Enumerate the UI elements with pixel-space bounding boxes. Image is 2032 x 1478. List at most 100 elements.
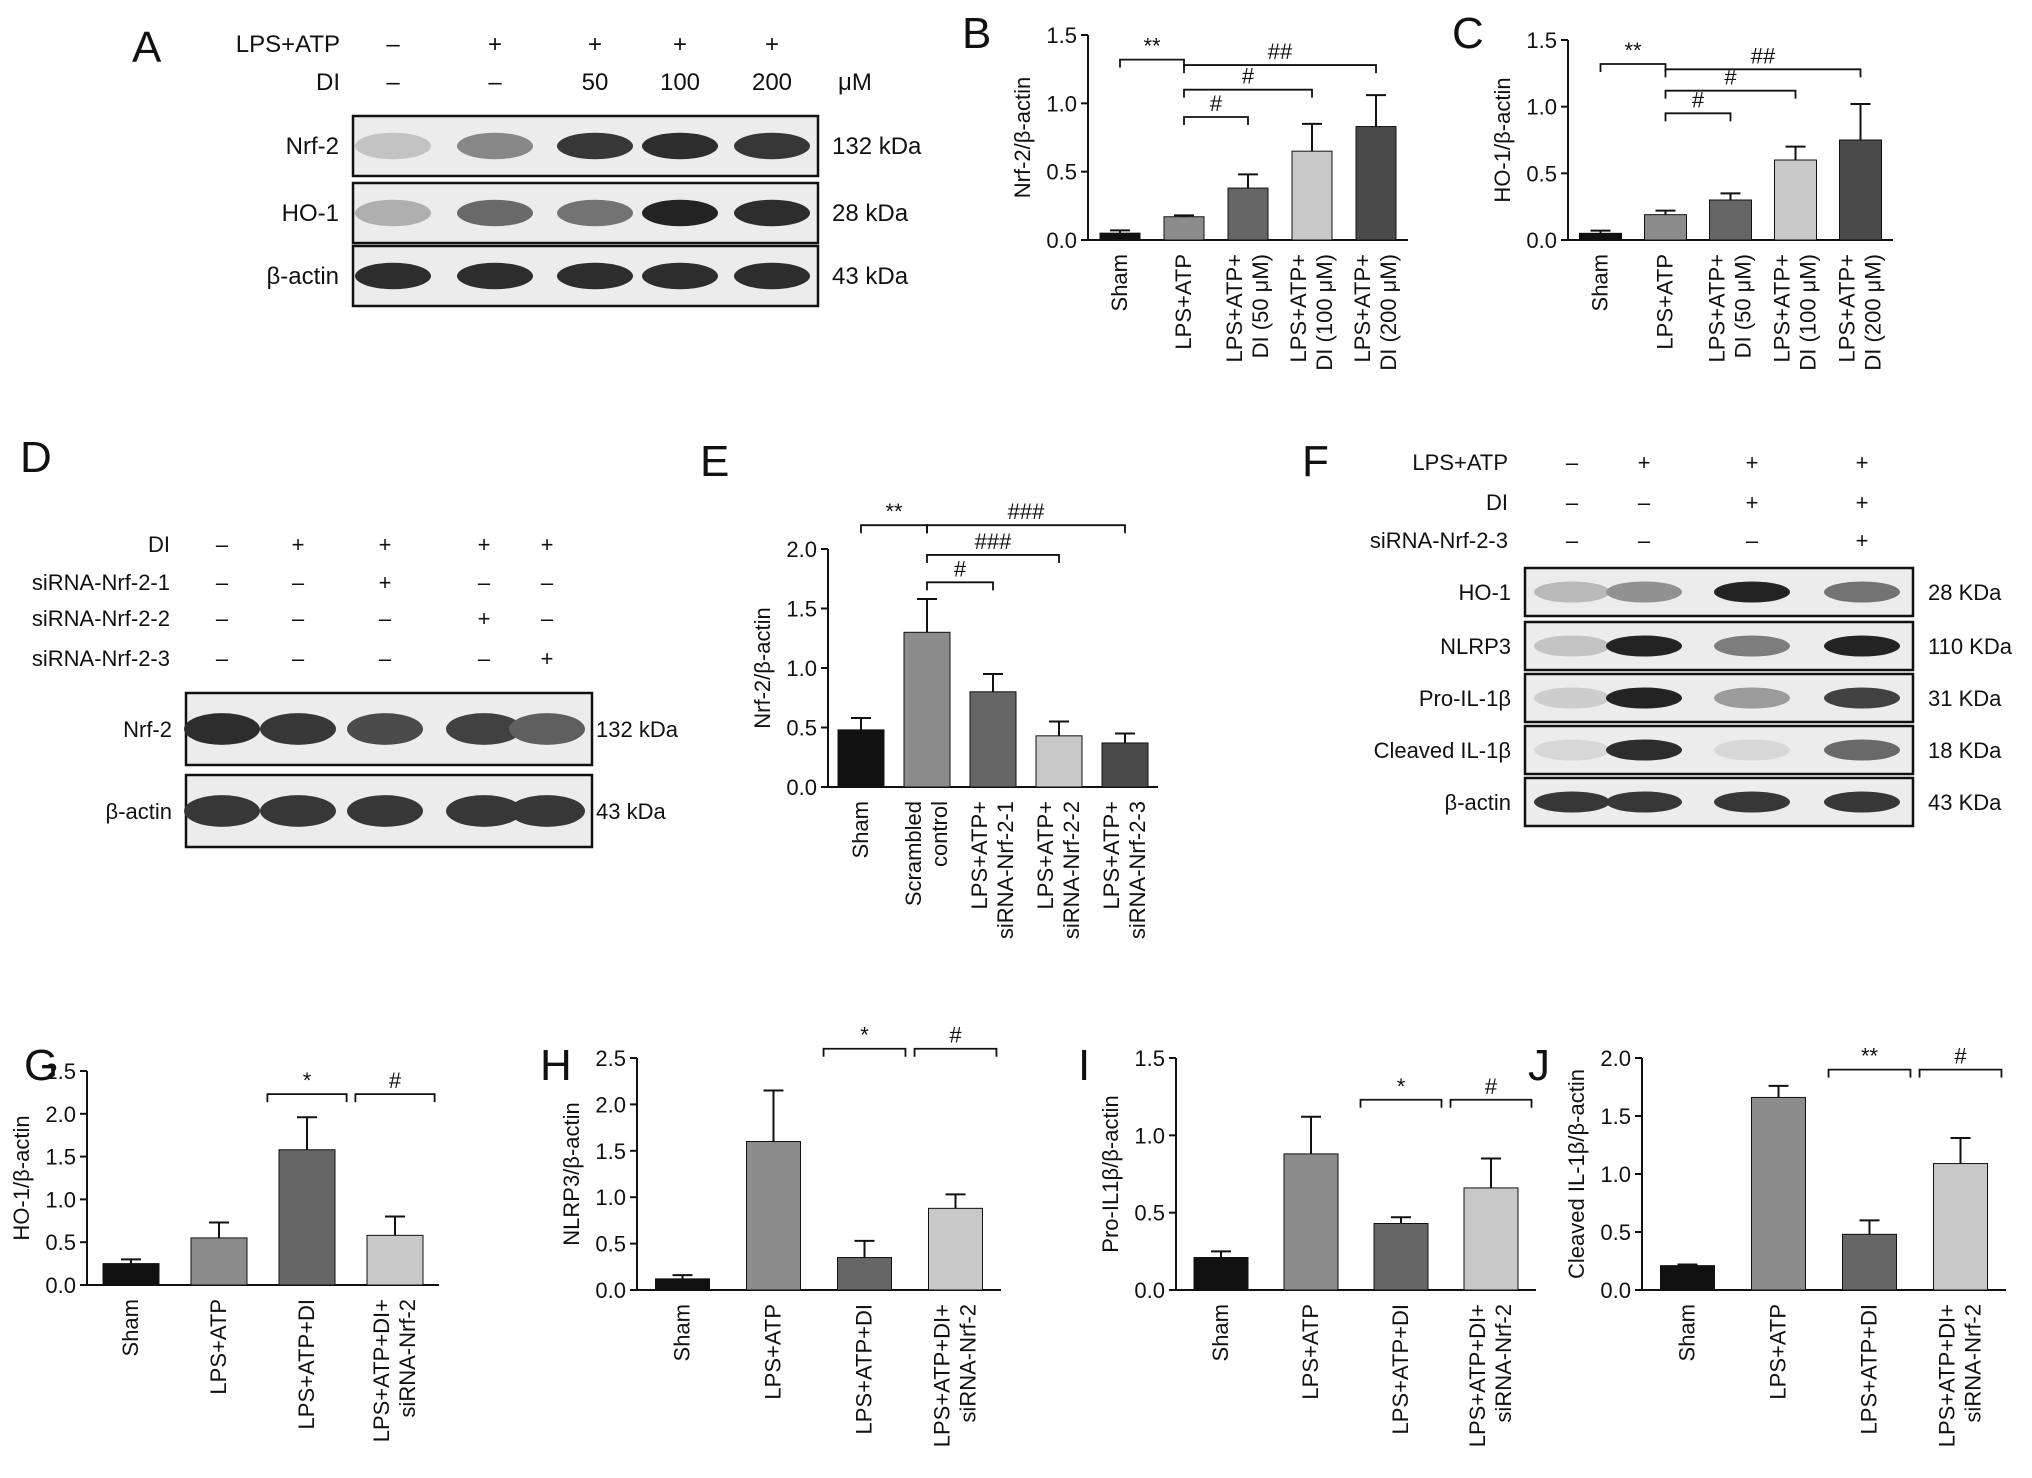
condition-mark: –: [216, 646, 229, 671]
significance-label: #: [1724, 65, 1737, 90]
significance-label: #: [954, 556, 967, 581]
significance-bracket: [1664, 112, 1732, 122]
condition-mark: +: [1638, 450, 1651, 475]
condition-label: DI: [316, 69, 340, 96]
condition-mark: –: [1566, 528, 1579, 553]
blot-band: [1824, 635, 1900, 657]
x-category-label: LPS+ATP: [1653, 254, 1678, 350]
condition-mark: +: [1856, 528, 1869, 553]
y-tick-label: 0.0: [595, 1278, 626, 1303]
condition-mark: +: [488, 31, 502, 58]
condition-mark: –: [386, 69, 400, 96]
x-category-label: Sham: [1588, 254, 1613, 311]
condition-mark: 50: [582, 69, 609, 96]
blot-kda-label: 43 kDa: [596, 799, 666, 824]
blot-band: [1606, 581, 1682, 603]
x-category-label: DI (50 μM): [1248, 254, 1273, 358]
significance-label: **: [1143, 34, 1161, 59]
blot-band: [734, 199, 810, 227]
blot-band: [347, 795, 423, 827]
panel-letter-a: A: [132, 23, 162, 72]
significance-bracket: [926, 524, 1126, 534]
significance-label: #: [1485, 1074, 1498, 1099]
blot-protein-label: β-actin: [1445, 790, 1511, 815]
y-tick-label: 0.5: [1046, 160, 1077, 185]
blot-band: [734, 262, 810, 290]
bar-chart-b: 0.0 0.5 1.0 1.5 Nrf-2/β-actin Sham LPS+ATP LPS+…: [1010, 23, 1408, 371]
condition-mark: –: [541, 606, 554, 631]
y-tick-label: 0.0: [45, 1273, 76, 1298]
significance-bracket: [926, 581, 994, 591]
blot-band: [1606, 635, 1682, 657]
x-category-label: siRNA-Nrf-2: [956, 1304, 981, 1423]
bar: [928, 1207, 983, 1291]
y-tick-label: 1.5: [1046, 23, 1077, 48]
condition-mark: –: [1566, 450, 1579, 475]
blot-band: [1534, 635, 1610, 657]
y-tick-label: 0.5: [1134, 1201, 1165, 1226]
x-category-label: DI (200 μM): [1376, 254, 1401, 371]
y-tick-label: 0.0: [1134, 1278, 1165, 1303]
x-category-label: LPS+ATP+: [1286, 254, 1311, 362]
y-axis-label: Pro-IL1β/β-actin: [1098, 1095, 1123, 1252]
blot-band: [184, 713, 260, 745]
blot-protein-label: β-actin: [106, 799, 172, 824]
significance-label: #: [389, 1068, 402, 1093]
condition-mark: +: [478, 606, 491, 631]
x-category-label: Sham: [1675, 1304, 1700, 1361]
y-tick-label: 0.0: [1046, 228, 1077, 253]
significance-bracket: [822, 1047, 907, 1057]
condition-mark: +: [1746, 490, 1759, 515]
x-category-label: siRNA-Nrf-2-2: [1059, 801, 1084, 939]
blot-band: [642, 262, 718, 290]
panel-letter-g: G: [24, 1041, 58, 1090]
x-category-label: DI (100 μM): [1312, 254, 1337, 371]
significance-bracket: [1664, 68, 1862, 78]
bar-chart-g: 0.0 0.5 1.0 1.5 2.0 2.5 HO-1/β-actin Sham LPS+AT…: [9, 1059, 439, 1442]
bar: [1709, 199, 1752, 241]
significance-label: #: [949, 1023, 962, 1048]
x-category-label: LPS+ATP: [1766, 1304, 1791, 1400]
blot-band: [1824, 739, 1900, 761]
y-tick-label: 2.5: [595, 1046, 626, 1071]
x-category-label: LPS+ATP: [761, 1304, 786, 1400]
blot-kda-label: 43 KDa: [1928, 790, 2002, 815]
significance-label: #: [1242, 64, 1255, 89]
significance-label: **: [1624, 38, 1642, 63]
bar-chart-e: 0.0 0.5 1.0 1.5 2.0 Nrf-2/β-actin Sham Scramble…: [750, 499, 1158, 939]
y-tick-label: 1.0: [45, 1187, 76, 1212]
blot-kda-label: 110 KDa: [1928, 634, 2013, 659]
blot-band: [1824, 581, 1900, 603]
condition-mark: +: [379, 570, 392, 595]
bar: [1463, 1187, 1519, 1291]
blot-band: [509, 713, 585, 745]
y-tick-label: 0.5: [595, 1232, 626, 1257]
x-category-label: siRNA-Nrf-2-3: [1125, 801, 1150, 939]
blot-band: [509, 795, 585, 827]
x-category-label: LPS+ATP+: [1705, 254, 1730, 362]
significance-bracket: [354, 1093, 436, 1103]
blot-band: [557, 199, 633, 227]
significance-label: ###: [975, 529, 1012, 554]
blot-band: [1534, 581, 1610, 603]
blot-protein-label: HO-1: [282, 200, 339, 227]
blot-band: [446, 795, 522, 827]
blot-band: [1534, 791, 1610, 813]
panel-letter-e: E: [700, 437, 729, 486]
significance-label: #: [1954, 1044, 1967, 1069]
blot-band: [1606, 687, 1682, 709]
bar-chart-h: 0.0 0.5 1.0 1.5 2.0 2.5 NLRP3/β-actin Sham LPS+A…: [559, 1023, 1001, 1447]
blot-band: [1714, 581, 1790, 603]
blot-band: [1534, 687, 1610, 709]
blot-band: [355, 199, 431, 227]
blot-band: [1714, 791, 1790, 813]
significance-bracket: [1183, 88, 1313, 98]
panel-letter-j: J: [1528, 1041, 1550, 1090]
y-tick-label: 1.0: [1526, 95, 1557, 120]
y-tick-label: 1.0: [595, 1185, 626, 1210]
condition-mark: 200: [752, 69, 792, 96]
western-blot-panel-f: LPS+ATP – + + + DI – – + + siRNA-Nrf-2-3 – – – + HO-1 28…: [1370, 450, 2013, 828]
blot-kda-label: 132 kDa: [832, 133, 922, 160]
bar: [1842, 1233, 1897, 1291]
blot-band: [355, 262, 431, 290]
